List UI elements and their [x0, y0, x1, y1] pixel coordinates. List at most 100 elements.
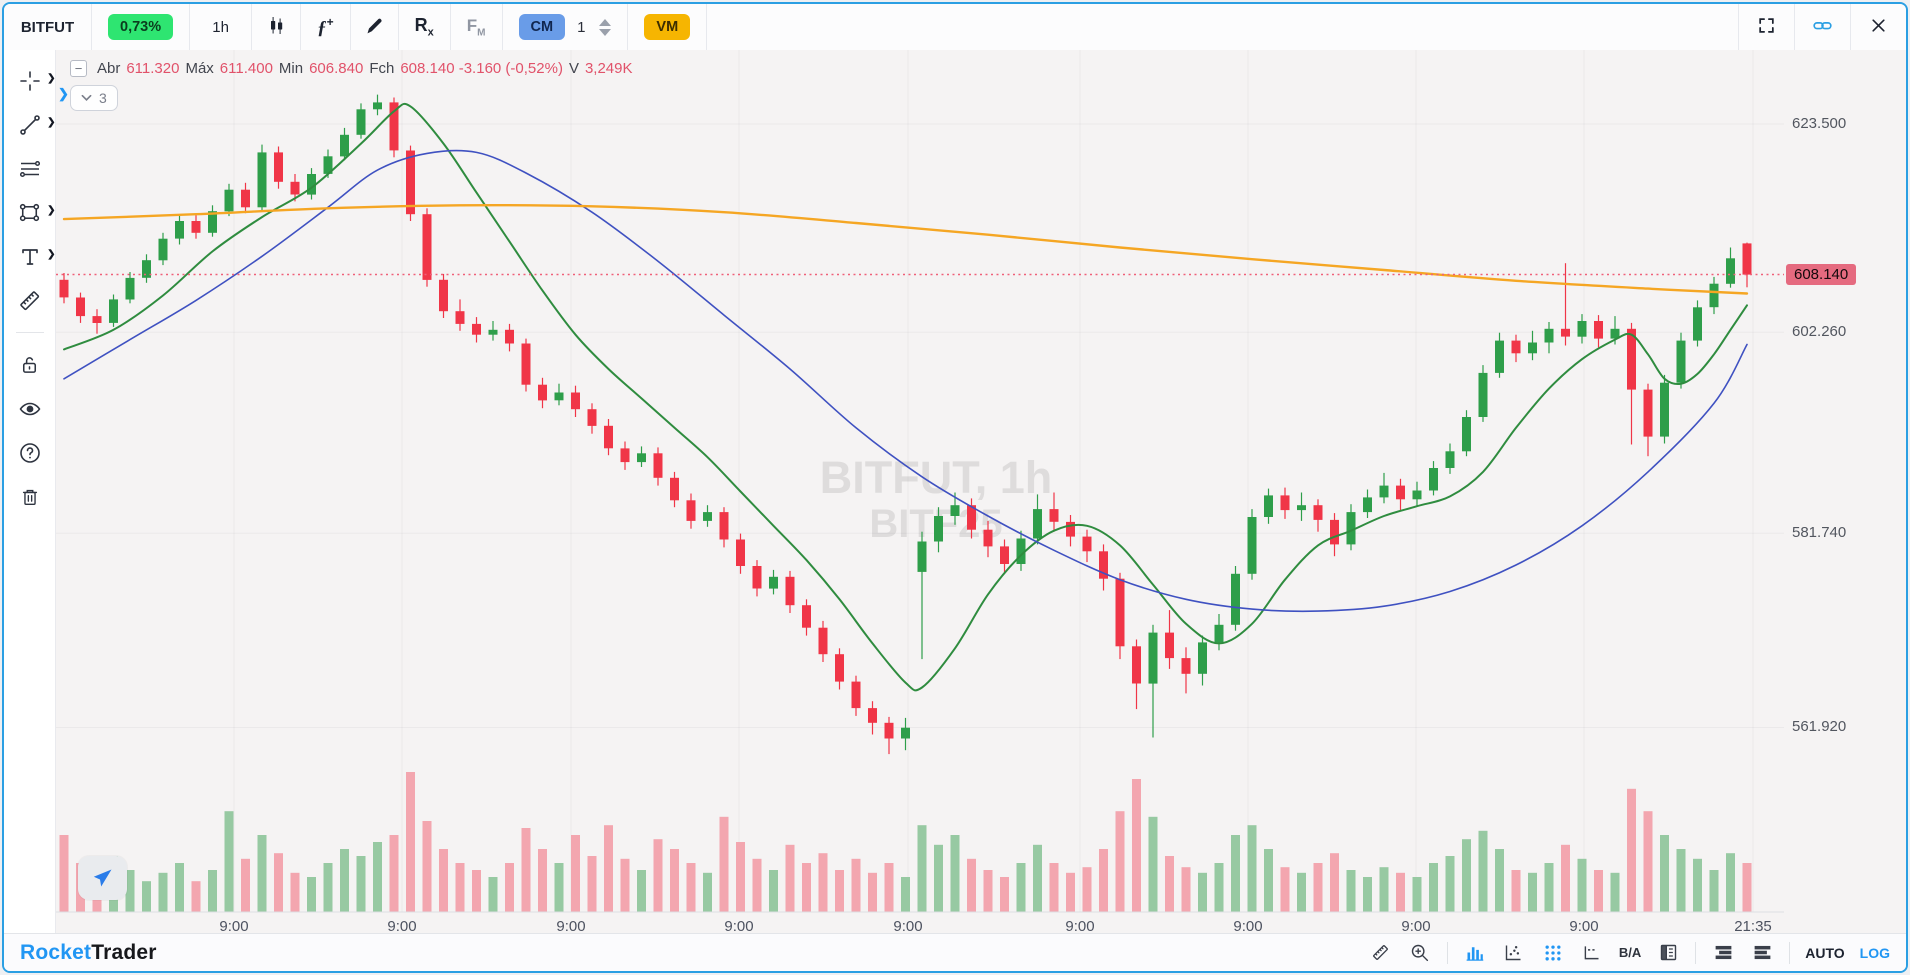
layout-stack-button[interactable]	[1750, 941, 1774, 965]
order-quantity-cell: CM 1	[503, 4, 629, 50]
legend-label: Máx	[185, 60, 214, 77]
svg-text:9:00: 9:00	[1065, 918, 1094, 935]
svg-text:9:00: 9:00	[1569, 918, 1598, 935]
draw-button[interactable]	[351, 4, 399, 50]
chart-wrap: BITFUT, 1h BITF25 9:009:009:009:009:009:…	[56, 50, 1784, 939]
cm-toggle[interactable]: CM	[518, 14, 566, 40]
chevron-right-icon: ❯	[47, 73, 56, 84]
price-chart-canvas[interactable]: 9:00 9:00 9:00 9:00 9:00 9:00 9:00 9:00 9:00 21:3…	[56, 50, 1784, 939]
indicators-button[interactable]: ƒ+	[301, 4, 351, 50]
top-toolbar: BITFUT 0,73% 1h ƒ+	[4, 4, 1906, 50]
rx-icon: Rx	[414, 15, 434, 39]
chart-legend: − Abr 611.320 Máx 611.400 Min 606.840 Fc…	[70, 60, 633, 111]
svg-text:9:00: 9:00	[893, 918, 922, 935]
tool-text[interactable]: ❯	[12, 238, 56, 275]
price-tick-label: 623.500	[1792, 115, 1847, 132]
chevron-down-icon	[81, 94, 92, 102]
tool-hide[interactable]	[12, 390, 48, 427]
zoom-in-button[interactable]	[1408, 941, 1432, 965]
svg-text:9:00: 9:00	[1401, 918, 1430, 935]
legend-value: 611.400	[219, 60, 273, 77]
indicator-count-button[interactable]: 3	[70, 85, 118, 111]
price-tick-label: 581.740	[1792, 524, 1847, 542]
chart-style-button[interactable]	[252, 4, 302, 50]
change-badge-cell: 0,73%	[92, 4, 191, 50]
drawing-toolbar: ❯ ❯ ❯	[4, 50, 56, 933]
object-tree-expand-icon[interactable]: ❯	[58, 86, 69, 101]
chevron-right-icon: ❯	[47, 117, 56, 128]
legend-label: Min	[278, 60, 304, 77]
function-plus-icon: ƒ+	[317, 14, 334, 39]
svg-text:9:00: 9:00	[219, 918, 248, 935]
legend-value: 606.840	[309, 60, 364, 77]
scroll-to-latest-button[interactable]	[78, 856, 127, 900]
sidebar-divider	[15, 332, 44, 333]
layout-rows-button[interactable]	[1711, 941, 1735, 965]
close-button[interactable]	[1850, 4, 1906, 50]
fullscreen-icon	[1757, 16, 1776, 39]
link-button[interactable]	[1794, 4, 1850, 50]
legend-value: 3,249K	[584, 60, 633, 77]
svg-text:9:00: 9:00	[556, 918, 585, 935]
legend-label: Abr	[97, 60, 121, 77]
stepper-up-icon[interactable]	[599, 18, 612, 26]
tool-ruler[interactable]	[12, 282, 48, 319]
symbol-button[interactable]: BITFUT	[4, 4, 92, 50]
legend-label: V	[568, 60, 579, 77]
auto-scale-toggle[interactable]: AUTO	[1805, 944, 1845, 961]
tool-shapes[interactable]: ❯	[12, 194, 56, 231]
vm-toggle[interactable]: VM	[644, 14, 691, 40]
chevron-right-icon: ❯	[47, 249, 56, 260]
tool-crosshair[interactable]: ❯	[12, 62, 56, 99]
statusbar-divider	[1695, 941, 1697, 964]
axis-scale-button[interactable]	[1580, 941, 1604, 965]
statusbar-divider	[1789, 941, 1791, 964]
volume-indicator-button[interactable]	[1463, 941, 1487, 965]
pencil-icon	[364, 15, 385, 40]
legend-value: 611.320	[126, 60, 180, 77]
tool-delete[interactable]	[12, 478, 48, 515]
fm-icon: FM	[466, 15, 486, 39]
legend-value: 608.140 -3.160 (-0,52%)	[400, 60, 563, 77]
log-scale-toggle[interactable]: LOG	[1859, 944, 1890, 961]
change-badge[interactable]: 0,73%	[108, 14, 174, 40]
order-book-button[interactable]	[1656, 941, 1680, 965]
bid-ask-toggle[interactable]: B/A	[1618, 945, 1642, 960]
legend-collapse-button[interactable]: −	[70, 60, 87, 77]
rockettrader-logo: RocketTrader	[20, 940, 157, 964]
fm-button[interactable]: FM	[451, 4, 503, 50]
price-tick-label: 561.920	[1792, 718, 1847, 736]
link-icon	[1812, 15, 1833, 40]
price-axis[interactable]: 623.500 602.260 581.740 561.920 608.140	[1784, 50, 1906, 933]
timeframe-button[interactable]: 1h	[190, 4, 253, 50]
toolbar-right-group	[1738, 4, 1906, 50]
legend-label: Fch	[369, 60, 395, 77]
main-area: ❯ ❯ ❯	[4, 50, 1906, 935]
price-tick-label: 602.260	[1792, 323, 1847, 341]
quantity-stepper	[599, 18, 612, 36]
tool-lock[interactable]	[12, 346, 48, 383]
svg-text:9:00: 9:00	[1233, 918, 1262, 935]
statusbar-divider	[1446, 941, 1448, 964]
tool-help[interactable]	[12, 434, 48, 471]
fullscreen-button[interactable]	[1738, 4, 1794, 50]
dots-grid-button[interactable]	[1541, 941, 1565, 965]
scatter-chart-button[interactable]	[1502, 941, 1526, 965]
stepper-down-icon[interactable]	[599, 28, 612, 36]
tool-fib-lines[interactable]	[12, 150, 48, 187]
tool-trend-line[interactable]: ❯	[12, 106, 56, 143]
svg-text:9:00: 9:00	[724, 918, 753, 935]
candlestick-icon	[265, 14, 287, 40]
last-price-tag: 608.140	[1786, 263, 1857, 285]
measure-button[interactable]	[1369, 941, 1393, 965]
chart-region: BITFUT, 1h BITF25 9:009:009:009:009:009:…	[56, 50, 1906, 935]
vm-cell: VM	[628, 4, 708, 50]
statusbar-controls: B/A AUTO LOG	[1369, 941, 1890, 965]
navigation-arrow-icon	[93, 869, 111, 887]
close-icon	[1870, 17, 1887, 38]
quantity-value[interactable]: 1	[577, 18, 586, 36]
chevron-right-icon: ❯	[47, 205, 56, 216]
svg-text:9:00: 9:00	[387, 918, 416, 935]
remove-indicators-button[interactable]: Rx	[399, 4, 451, 50]
